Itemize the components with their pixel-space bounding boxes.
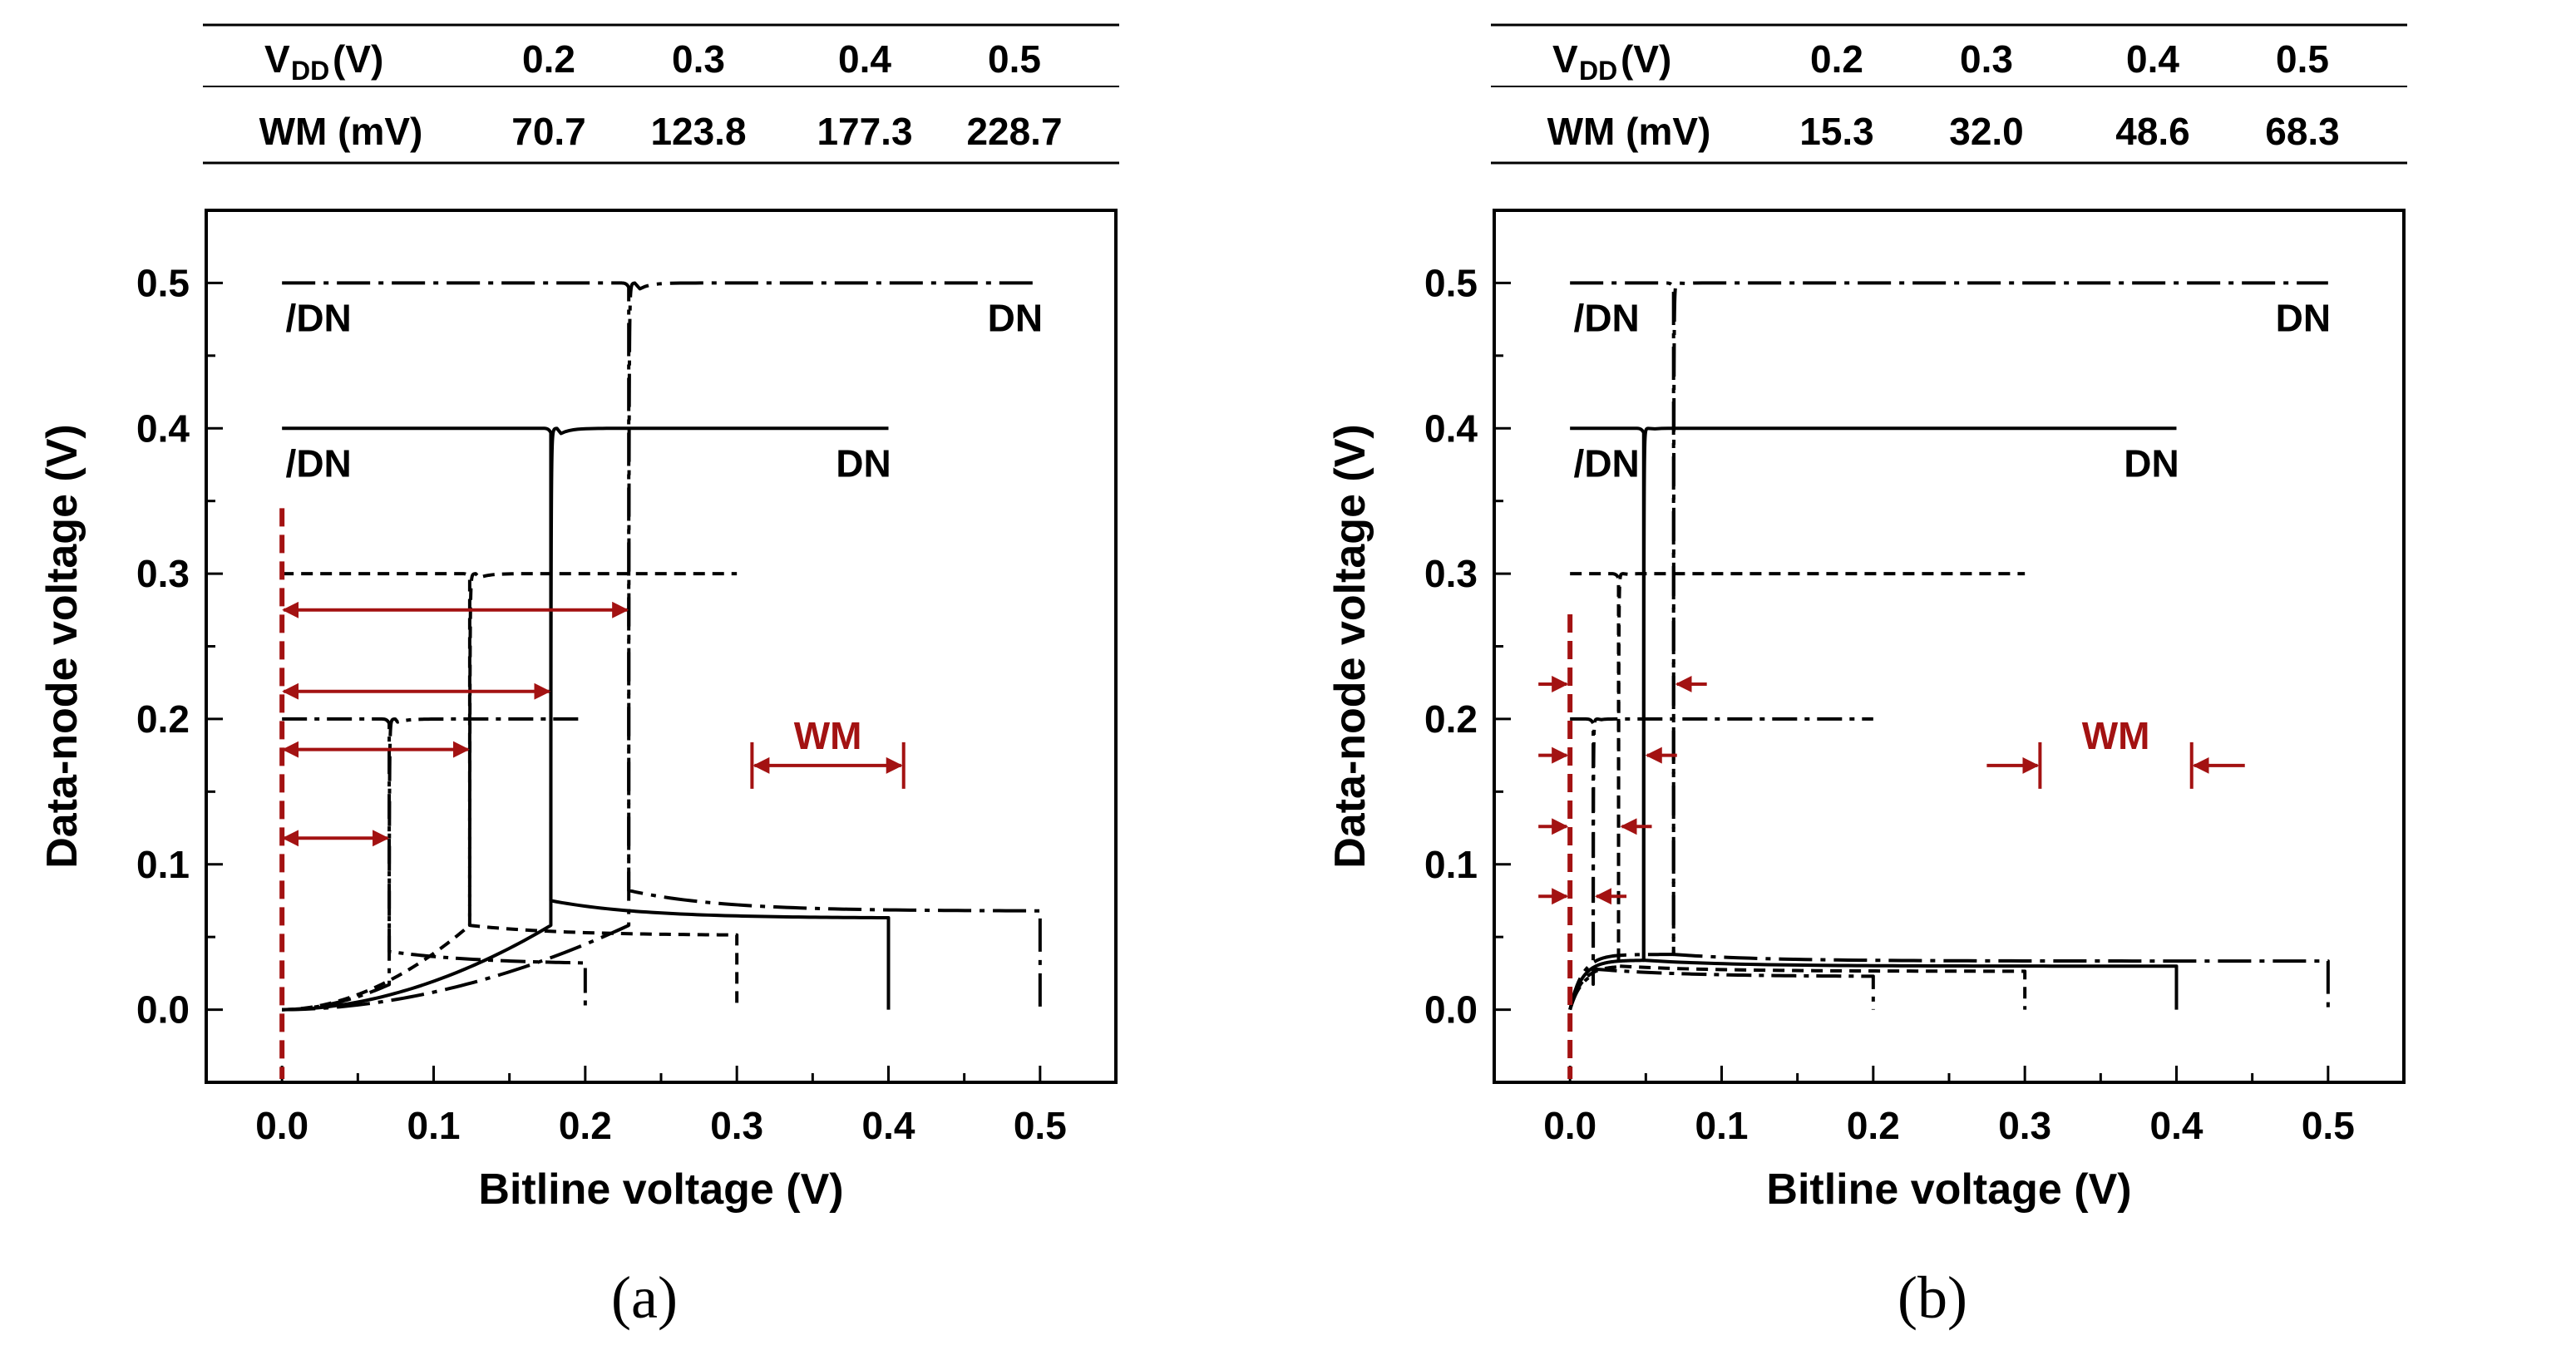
chart0-table-vdd-value: 0.3 bbox=[672, 37, 725, 81]
chart0-table-vdd-value: 0.5 bbox=[988, 37, 1041, 81]
chart0-table-vdd-label: V bbox=[264, 37, 290, 81]
chart0-table-vdd-subscript: DD bbox=[291, 56, 329, 86]
chart0-dn-bar-curve bbox=[282, 281, 1042, 1010]
chart0-dn-curve bbox=[282, 281, 1040, 1012]
chart0-dn-bar-label-0.5: /DN bbox=[286, 296, 352, 339]
chart0-panel-label: (a) bbox=[611, 1264, 678, 1331]
chart1-table-vdd-value: 0.2 bbox=[1810, 37, 1863, 81]
chart1-table-vdd-unit: (V) bbox=[1621, 37, 1671, 81]
chart0-y-tick-label: 0.4 bbox=[136, 406, 190, 450]
chart1-y-axis-label: Data-node voltage (V) bbox=[1326, 424, 1374, 869]
chart1-y-tick-label: 0.0 bbox=[1424, 988, 1478, 1032]
chart0-x-tick-label: 0.3 bbox=[710, 1104, 763, 1147]
chart0-x-tick-label: 0.2 bbox=[559, 1104, 612, 1147]
chart1-dn-bar-curve bbox=[1570, 426, 2179, 1010]
chart0-x-axis-label: Bitline voltage (V) bbox=[478, 1165, 843, 1214]
chart1-dn-label-0.4: DN bbox=[2124, 441, 2179, 485]
chart1-dn-bar-curve bbox=[1570, 717, 1875, 1010]
chart0-dn-curve bbox=[282, 717, 585, 1012]
chart0-table-vdd-value: 0.2 bbox=[522, 37, 575, 81]
chart1-y-tick-label: 0.3 bbox=[1424, 552, 1478, 595]
chart-a-svg: V DD (V) WM (mV) 0.2 0.3 0.4 0.5 70.7 123.8 177.3 2… bbox=[38, 23, 1119, 1331]
chart1-plot-frame bbox=[1493, 209, 2406, 1084]
chart0-dn-curve bbox=[282, 426, 889, 1012]
chart1-table-wm-value: 48.6 bbox=[2115, 110, 2190, 153]
chart1-dn-bar-curve bbox=[1570, 572, 2027, 1010]
chart-panel-a: V DD (V) WM (mV) 0.2 0.3 0.4 0.5 70.7 123.8 177.3 2… bbox=[38, 23, 1119, 1331]
chart0-wm-legend-label: WM bbox=[794, 714, 862, 757]
chart0-x-tick-label: 0.5 bbox=[1014, 1104, 1067, 1147]
chart1-dn-label-0.5: DN bbox=[2276, 296, 2331, 339]
chart1-y-tick-label: 0.5 bbox=[1424, 261, 1478, 304]
chart1-table-wm-label: WM (mV) bbox=[1547, 110, 1711, 153]
chart0-table-wm-label: WM (mV) bbox=[259, 110, 423, 153]
chart1-dn-bar-curve bbox=[1570, 281, 2330, 1010]
chart0-dn-bar-curve bbox=[282, 572, 739, 1010]
chart0-x-tick-label: 0.1 bbox=[407, 1104, 461, 1147]
chart-b-svg: V DD (V) WM (mV) 0.2 0.3 0.4 0.5 15.3 32.0 48.6 68.… bbox=[1326, 23, 2407, 1331]
chart0-y-tick-label: 0.5 bbox=[136, 261, 190, 304]
chart1-wm-legend-label: WM bbox=[2082, 714, 2150, 757]
chart1-dn-curve bbox=[1568, 281, 2328, 1011]
chart1-table-vdd-value: 0.3 bbox=[1960, 37, 2013, 81]
chart1-table-vdd-subscript: DD bbox=[1579, 56, 1617, 86]
chart0-dn-curve bbox=[282, 572, 738, 1012]
chart0-plot-frame bbox=[205, 209, 1118, 1084]
chart0-dn-bar-curve bbox=[282, 717, 587, 1010]
chart1-dn-bar-label-0.4: /DN bbox=[1574, 441, 1640, 485]
chart-panel-b: V DD (V) WM (mV) 0.2 0.3 0.4 0.5 15.3 32.0 48.6 68.… bbox=[1288, 0, 2576, 1345]
chart1-x-tick-label: 0.5 bbox=[2302, 1104, 2355, 1147]
chart1-table-wm-value: 32.0 bbox=[1949, 110, 2024, 153]
chart1-table-vdd-value: 0.5 bbox=[2276, 37, 2329, 81]
chart0-dn-bar-curve bbox=[282, 426, 891, 1010]
chart1-x-tick-label: 0.4 bbox=[2150, 1104, 2203, 1147]
chart0-y-tick-label: 0.3 bbox=[136, 552, 190, 595]
chart0-y-tick-label: 0.2 bbox=[136, 697, 190, 741]
chart1-table-vdd-label: V bbox=[1552, 37, 1578, 81]
chart0-dn-label-0.4: DN bbox=[836, 441, 891, 485]
chart1-x-tick-label: 0.3 bbox=[1998, 1104, 2051, 1147]
chart0-table-wm-value: 123.8 bbox=[650, 110, 746, 153]
chart0-table-wm-value: 228.7 bbox=[966, 110, 1062, 153]
chart0-table-vdd-unit: (V) bbox=[333, 37, 383, 81]
chart1-table-wm-value: 15.3 bbox=[1799, 110, 1874, 153]
chart0-table-wm-value: 177.3 bbox=[817, 110, 912, 153]
chart0-y-tick-label: 0.1 bbox=[136, 843, 190, 886]
chart0-table-wm-value: 70.7 bbox=[511, 110, 586, 153]
chart1-panel-label: (b) bbox=[1897, 1264, 1967, 1331]
chart0-y-tick-label: 0.0 bbox=[136, 988, 190, 1032]
chart0-table-vdd-value: 0.4 bbox=[838, 37, 891, 81]
chart0-dn-bar-label-0.4: /DN bbox=[286, 441, 352, 485]
chart0-dn-label-0.5: DN bbox=[988, 296, 1043, 339]
chart1-dn-bar-label-0.5: /DN bbox=[1574, 296, 1640, 339]
chart1-y-tick-label: 0.1 bbox=[1424, 843, 1478, 886]
chart1-x-tick-label: 0.2 bbox=[1847, 1104, 1900, 1147]
chart0-x-tick-label: 0.0 bbox=[255, 1104, 308, 1147]
chart0-x-tick-label: 0.4 bbox=[862, 1104, 915, 1147]
chart1-dn-curve bbox=[1568, 426, 2177, 1011]
chart1-y-tick-label: 0.2 bbox=[1424, 697, 1478, 741]
chart1-y-tick-label: 0.4 bbox=[1424, 406, 1478, 450]
chart1-dn-curve bbox=[1568, 572, 2026, 1011]
chart1-table-vdd-value: 0.4 bbox=[2126, 37, 2179, 81]
chart0-y-axis-label: Data-node voltage (V) bbox=[38, 424, 86, 869]
chart1-table-wm-value: 68.3 bbox=[2265, 110, 2340, 153]
chart1-x-tick-label: 0.1 bbox=[1695, 1104, 1749, 1147]
chart1-dn-curve bbox=[1568, 717, 1873, 1011]
chart1-x-axis-label: Bitline voltage (V) bbox=[1766, 1165, 2131, 1214]
chart1-x-tick-label: 0.0 bbox=[1543, 1104, 1596, 1147]
